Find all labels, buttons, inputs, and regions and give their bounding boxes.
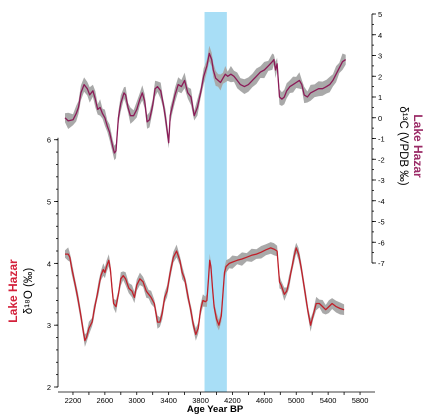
x-tick-label-3800: 3800	[192, 396, 209, 405]
x-axis: 2200 2600 3000 3400 3800 4200 4600 5000 5400 5800	[58, 391, 375, 405]
right-tick-label-2: 2	[378, 72, 382, 81]
right-axis-title-name: Lake Hazar	[411, 114, 425, 178]
highlight-band	[204, 12, 227, 392]
right-tick-label-3: 3	[378, 52, 382, 61]
right-axis-title-unit: δ¹³C (VPDB ‰)	[397, 106, 409, 185]
series-line-0	[64, 52, 347, 154]
uncertainty-band-0	[65, 45, 346, 161]
right-tick-label-4: 4	[378, 31, 382, 40]
x-tick-label-5000: 5000	[288, 396, 305, 405]
x-tick-label-2600: 2600	[97, 396, 114, 405]
x-tick-label-4200: 4200	[224, 396, 241, 405]
left-axis-title: Lake Hazar δ¹⁸O (‰)	[6, 259, 35, 323]
left-tick-label-6: 6	[47, 136, 51, 145]
left-tick-label-4: 4	[47, 259, 51, 268]
right-tick-label--7: -7	[378, 259, 385, 268]
right-tick-label-5: 5	[378, 10, 382, 19]
x-tick-label-3000: 3000	[128, 396, 145, 405]
left-tick-label-2: 2	[47, 383, 51, 392]
x-tick-label-5800: 5800	[352, 396, 369, 405]
right-tick-label--6: -6	[378, 238, 385, 247]
x-tick-label-2200: 2200	[65, 396, 82, 405]
right-tick-label--3: -3	[378, 176, 385, 185]
left-axis-title-name: Lake Hazar	[6, 259, 20, 323]
series-line-1	[65, 247, 345, 342]
right-tick-label--4: -4	[378, 197, 385, 206]
x-tick-label-4600: 4600	[256, 396, 273, 405]
x-tick-label-3400: 3400	[160, 396, 177, 405]
x-tick-label-5400: 5400	[320, 396, 337, 405]
right-tick-label--1: -1	[378, 135, 385, 144]
x-axis-title: Age Year BP	[187, 404, 244, 415]
left-tick-label-5: 5	[47, 198, 51, 207]
left-y-axis: 2 3 4 5 6	[47, 136, 59, 392]
left-tick-label-3: 3	[47, 321, 51, 330]
left-axis-title-unit: δ¹⁸O (‰)	[23, 268, 35, 315]
right-y-axis: -7 -6 -5 -4 -3 -2 -1 0 1 2 3 4 5	[371, 10, 385, 268]
right-tick-label--5: -5	[378, 218, 385, 227]
right-tick-label--2: -2	[378, 155, 385, 164]
right-tick-label-1: 1	[378, 93, 382, 102]
right-tick-label-0: 0	[378, 114, 382, 123]
uncertainty-bands	[65, 45, 346, 347]
right-axis-title: Lake Hazar δ¹³C (VPDB ‰)	[397, 106, 425, 185]
series-lines	[64, 52, 347, 342]
